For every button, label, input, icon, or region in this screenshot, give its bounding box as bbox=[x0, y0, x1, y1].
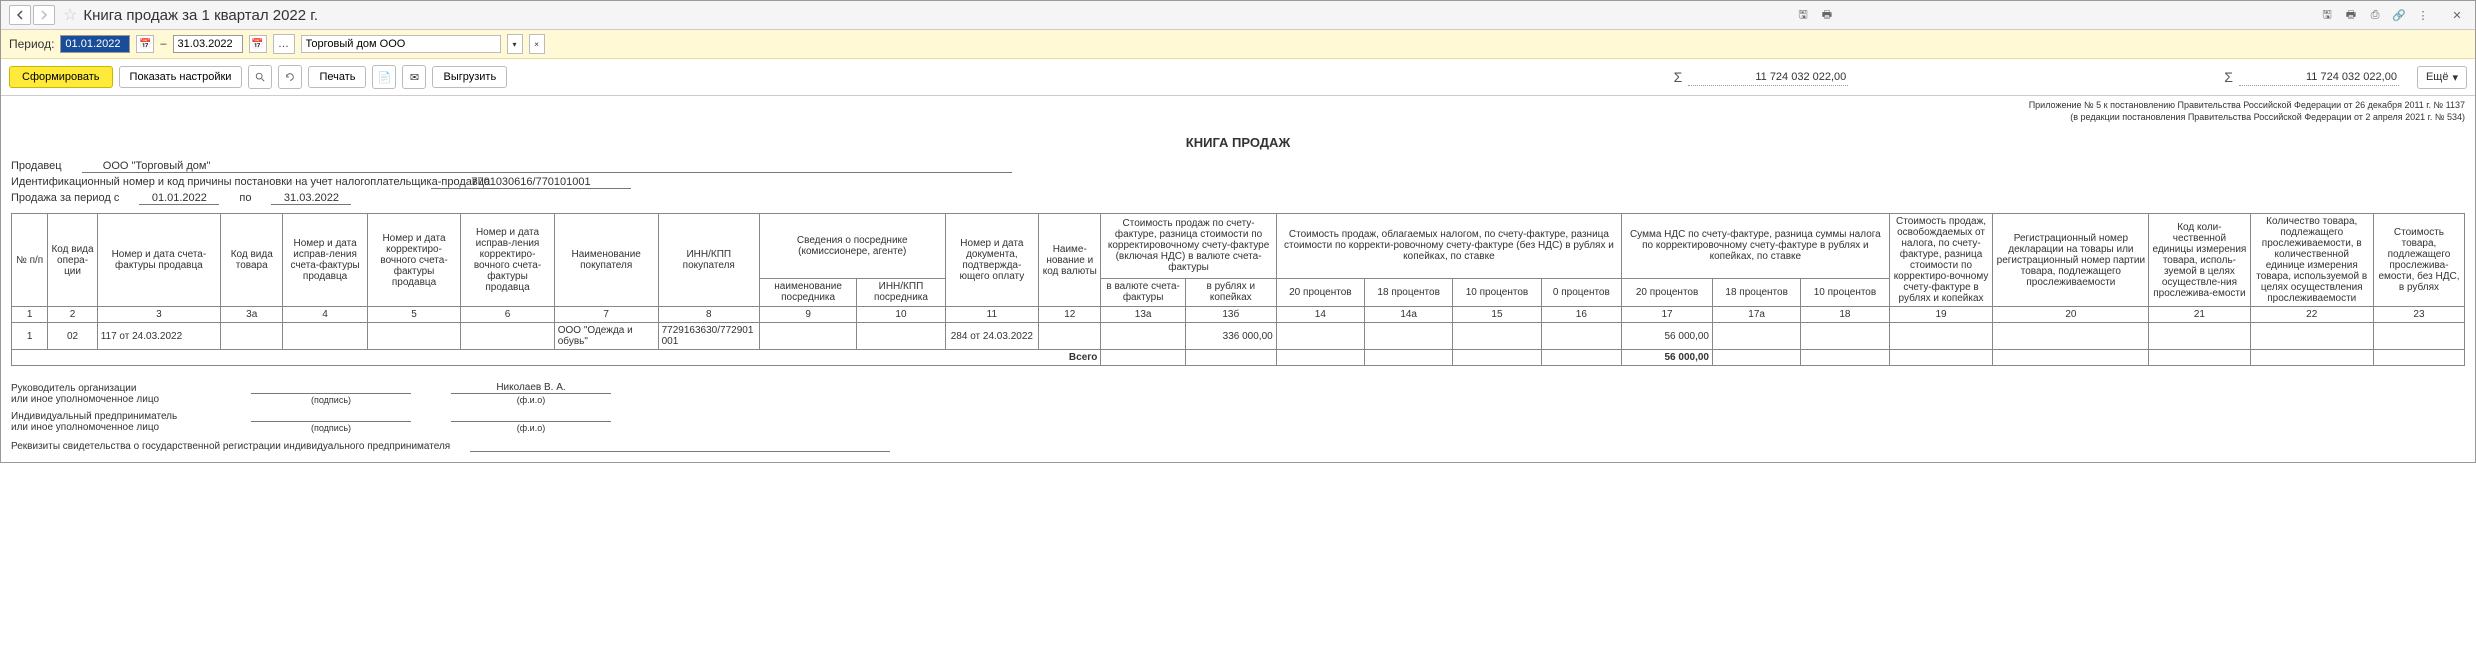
appendix-note: Приложение № 5 к постановлению Правитель… bbox=[11, 100, 2465, 123]
export-icon[interactable]: ⎙ bbox=[2365, 5, 2385, 25]
close-icon[interactable]: ✕ bbox=[2447, 5, 2467, 25]
chevron-down-icon: ▾ bbox=[2452, 71, 2458, 84]
signatures: Руководитель организацииили иное уполном… bbox=[11, 382, 2465, 452]
organization-input[interactable] bbox=[301, 35, 501, 53]
document-header: Продавец ООО "Торговый дом" Идентификаци… bbox=[11, 160, 2465, 205]
page-title: Книга продаж за 1 квартал 2022 г. bbox=[83, 7, 318, 24]
sum-right: 11 724 032 022,00 bbox=[2239, 69, 2399, 86]
total-row: Всего 56 000,00 bbox=[12, 350, 2465, 366]
more-button[interactable]: Ещё▾ bbox=[2417, 66, 2467, 89]
sum-left: 11 724 032 022,00 bbox=[1688, 69, 1848, 86]
table-row[interactable]: 1 02 117 от 24.03.2022 ООО "Одежда и обу… bbox=[12, 323, 2465, 350]
link-icon[interactable]: 🔗 bbox=[2389, 5, 2409, 25]
save-icon[interactable]: 🖫 bbox=[1793, 5, 1813, 25]
upload-button[interactable]: Выгрузить bbox=[432, 66, 507, 88]
refresh-button[interactable] bbox=[278, 65, 302, 89]
column-numbers-row: 1233а 4567 891011 1213а13б14 14а151617 1… bbox=[12, 307, 2465, 323]
period-bar: Период: 📅 – 📅 … ▾ × bbox=[1, 30, 2475, 59]
calendar-from-icon[interactable]: 📅 bbox=[136, 35, 154, 53]
sales-table: № п/п Код вида опера-ции Номер и дата сч… bbox=[11, 213, 2465, 366]
title-bar: ☆ Книга продаж за 1 квартал 2022 г. 🖫 🖶 … bbox=[1, 1, 2475, 30]
search-button[interactable] bbox=[248, 65, 272, 89]
sigma-icon: Σ bbox=[1674, 69, 1683, 85]
period-label: Период: bbox=[9, 37, 54, 51]
forward-button[interactable] bbox=[33, 5, 55, 25]
back-button[interactable] bbox=[9, 5, 31, 25]
period-to-input[interactable] bbox=[173, 35, 243, 53]
calendar-to-icon[interactable]: 📅 bbox=[249, 35, 267, 53]
document-title: КНИГА ПРОДАЖ bbox=[11, 135, 2465, 150]
sigma-icon-2: Σ bbox=[2224, 69, 2233, 85]
period-picker-button[interactable]: … bbox=[273, 34, 295, 54]
print-button[interactable]: Печать bbox=[308, 66, 366, 88]
print-preview-button[interactable]: 📄 bbox=[372, 65, 396, 89]
mail-button[interactable]: ✉ bbox=[402, 65, 426, 89]
print-icon[interactable]: 🖶 bbox=[1817, 5, 1837, 25]
period-from-input[interactable] bbox=[60, 35, 130, 53]
print-icon-2[interactable]: 🖶 bbox=[2341, 5, 2361, 25]
favorite-icon[interactable]: ☆ bbox=[63, 5, 77, 25]
show-settings-button[interactable]: Показать настройки bbox=[119, 66, 243, 88]
organization-dropdown-icon[interactable]: ▾ bbox=[507, 34, 523, 54]
organization-clear-icon[interactable]: × bbox=[529, 34, 545, 54]
toolbar: Сформировать Показать настройки Печать 📄… bbox=[1, 59, 2475, 96]
form-button[interactable]: Сформировать bbox=[9, 66, 113, 88]
save-icon-2[interactable]: 🖫 bbox=[2317, 5, 2337, 25]
menu-icon[interactable]: ⋮ bbox=[2413, 5, 2433, 25]
period-dash: – bbox=[160, 38, 166, 50]
